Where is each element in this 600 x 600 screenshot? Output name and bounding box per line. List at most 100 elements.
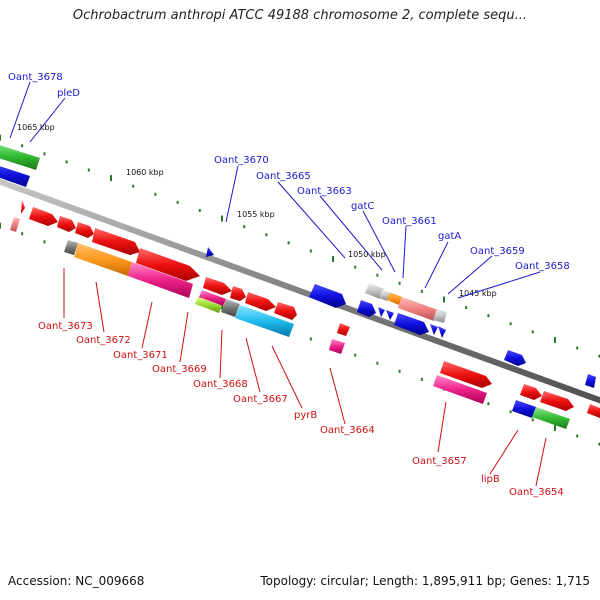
minor-tick — [531, 418, 534, 422]
minor-tick — [487, 314, 490, 318]
gene-gray[interactable] — [64, 240, 78, 255]
minor-tick — [420, 289, 423, 293]
gene-oant-3661[interactable] — [387, 292, 402, 305]
minor-tick — [132, 184, 135, 188]
minor-tick — [509, 410, 512, 414]
gene-track — [0, 142, 600, 429]
gene-oant-3659[interactable] — [433, 309, 447, 323]
minor-tick — [198, 208, 201, 212]
gene-pink-small[interactable] — [199, 290, 226, 306]
map-title: Ochrobactrum anthropi ATCC 49188 chromos… — [72, 8, 528, 23]
gene-gat-a[interactable] — [398, 297, 438, 321]
gene-label[interactable]: Oant_3654 — [509, 487, 564, 498]
gene-labels-bottom: Oant_3673 Oant_3672 Oant_3671 Oant_3669 … — [38, 321, 564, 498]
kbp-mark: 1050 kbp — [348, 250, 386, 259]
minor-tick — [65, 160, 68, 164]
gene-small[interactable] — [337, 323, 350, 336]
gene-red[interactable] — [587, 404, 600, 418]
major-tick — [110, 175, 112, 182]
gene-oant-3671[interactable] — [136, 248, 200, 281]
chromosome-backbone — [0, 178, 600, 404]
gene-label[interactable]: Oant_3673 — [38, 321, 93, 332]
gene-oant-3673[interactable] — [29, 207, 58, 226]
gene-label[interactable]: Oant_3672 — [76, 335, 131, 346]
gene-oant-3665[interactable] — [309, 284, 346, 308]
minor-tick — [509, 322, 512, 326]
minor-tick — [176, 200, 179, 204]
gene-label[interactable]: pleD — [57, 88, 80, 99]
gene-oant-3667[interactable] — [274, 302, 297, 320]
gene-oant-3668[interactable] — [245, 292, 276, 311]
kbp-mark: 1065 kbp — [17, 123, 55, 132]
gene-label[interactable]: gatC — [351, 201, 374, 212]
gene-label[interactable]: Oant_3659 — [470, 246, 525, 257]
gene-label[interactable]: Oant_3670 — [214, 155, 269, 166]
minor-tick — [598, 354, 600, 358]
minor-tick — [598, 442, 600, 446]
gene-blue[interactable] — [504, 350, 526, 366]
accession-text: Accession: NC_009668 — [8, 574, 145, 588]
gene-label[interactable]: Oant_3671 — [113, 350, 168, 361]
gene-label[interactable]: Oant_3664 — [320, 425, 375, 436]
gene-blue[interactable] — [585, 374, 596, 388]
gene-blue[interactable] — [430, 324, 438, 335]
gene-label[interactable]: pyrB — [294, 410, 317, 421]
gene-label[interactable]: Oant_3663 — [297, 186, 352, 197]
gene-gat-gray[interactable] — [365, 283, 384, 299]
gene-gray-2[interactable] — [221, 299, 240, 317]
gene-label[interactable]: gatA — [438, 231, 461, 242]
gene-label[interactable]: Oant_3668 — [193, 379, 248, 390]
gene-lip-b[interactable] — [540, 391, 574, 411]
minor-tick — [376, 273, 379, 277]
gene-small[interactable] — [57, 216, 76, 232]
gene-oant-3657b[interactable] — [433, 375, 487, 404]
major-tick — [554, 336, 556, 343]
gene-oant-3654[interactable] — [532, 407, 570, 429]
gene-small[interactable] — [230, 286, 246, 301]
gene-oant-3672b[interactable] — [74, 243, 132, 276]
gene-blue[interactable] — [357, 300, 376, 317]
gene-blue-small[interactable] — [512, 400, 536, 418]
gene-blue[interactable] — [378, 307, 385, 317]
major-tick — [0, 222, 1, 229]
gene-oant-3658[interactable] — [394, 313, 429, 335]
gene-small[interactable] — [21, 200, 25, 214]
gene-oant-3671b[interactable] — [128, 262, 193, 298]
gene-label[interactable]: Oant_3657 — [412, 456, 467, 467]
tick-track-top — [0, 134, 600, 358]
gene-small[interactable] — [10, 217, 20, 232]
gene-small[interactable] — [520, 384, 542, 400]
gene-oant-3657[interactable] — [440, 361, 492, 388]
gene-label[interactable]: Oant_3667 — [233, 394, 288, 405]
gene-gat-c[interactable] — [379, 290, 390, 301]
gene-oant-3672[interactable] — [92, 228, 140, 255]
minor-tick — [354, 265, 357, 269]
minor-tick — [576, 346, 579, 350]
gene-label[interactable]: lipB — [481, 474, 500, 485]
gene-small-blue[interactable] — [206, 247, 214, 257]
minor-tick — [243, 225, 246, 229]
minor-tick — [487, 402, 490, 406]
gene-label[interactable]: Oant_3665 — [256, 171, 311, 182]
gene-label[interactable]: Oant_3658 — [515, 261, 570, 272]
gene-small[interactable] — [75, 222, 94, 238]
gene-blue[interactable] — [438, 326, 446, 338]
gene-label[interactable]: Oant_3669 — [152, 364, 207, 375]
minor-tick — [154, 192, 157, 196]
kbp-mark: 1055 kbp — [237, 210, 275, 219]
minor-tick — [87, 168, 90, 172]
gene-ple-d[interactable] — [0, 163, 30, 187]
gene-label[interactable]: Oant_3661 — [382, 216, 437, 227]
minor-tick — [398, 281, 401, 285]
gene-lime[interactable] — [195, 297, 222, 313]
gene-oant-3669[interactable] — [203, 277, 232, 295]
major-tick — [0, 134, 1, 141]
major-tick — [332, 256, 334, 263]
gene-pyr-b[interactable] — [235, 305, 294, 337]
minor-tick — [376, 361, 379, 365]
gene-blue[interactable] — [386, 310, 394, 320]
gene-oant-3678[interactable] — [0, 142, 40, 170]
gene-label[interactable]: Oant_3678 — [8, 72, 63, 83]
gene-oant-3664[interactable] — [329, 339, 345, 354]
